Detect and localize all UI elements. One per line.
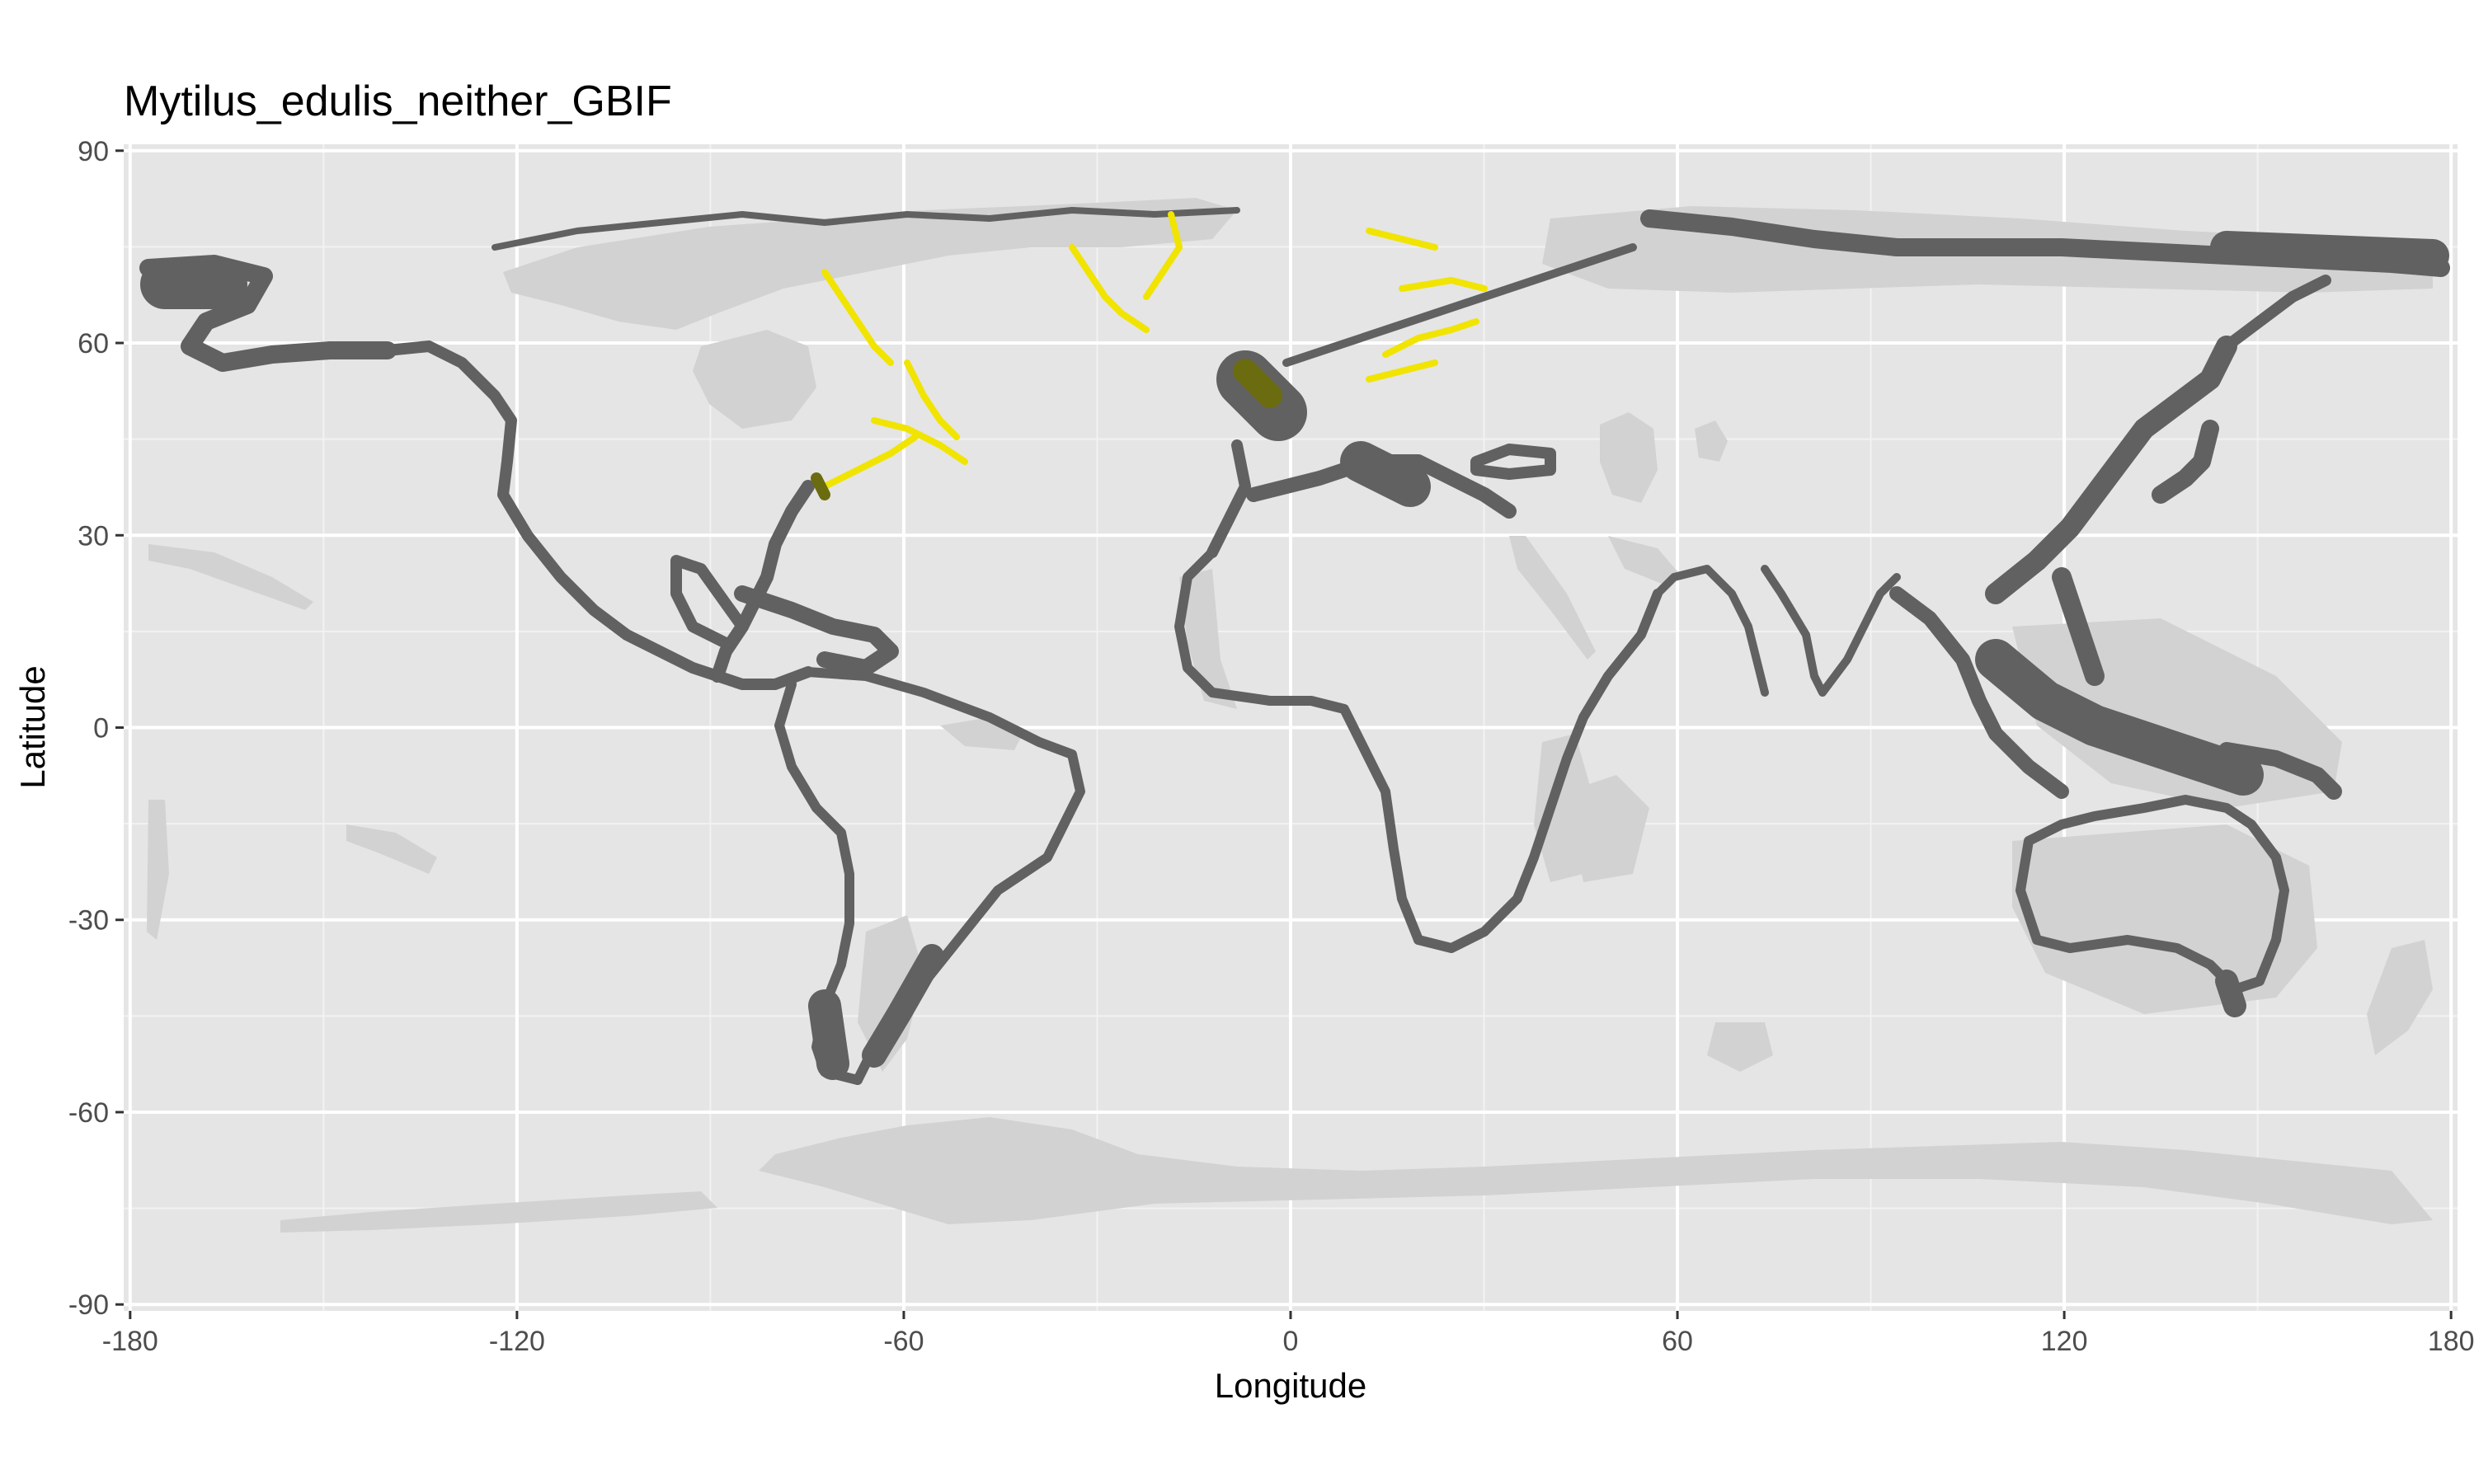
antarctic-range	[759, 1117, 2433, 1224]
gbif-barents	[1399, 277, 1488, 292]
argentina-shelf	[862, 944, 944, 1068]
x-tick-label: 120	[2041, 1326, 2088, 1357]
x-tick-label: 0	[1283, 1326, 1299, 1357]
y-axis-title: Latitude	[13, 665, 52, 788]
kamchatka	[2221, 275, 2331, 352]
pacific-range-2	[346, 824, 437, 874]
x-tick-label: 60	[1662, 1326, 1693, 1357]
gbif-newfoundland	[871, 417, 968, 465]
tasmania	[2215, 970, 2246, 1017]
overlap-cells	[811, 359, 1282, 500]
y-axis-ticks: 90 60 30 0 -30 -60 -90	[68, 136, 124, 1321]
indonesia-block	[1975, 639, 2264, 796]
black-sea	[1470, 444, 1556, 480]
africa-south-east	[1413, 589, 1663, 953]
gbif-greenland-east	[1143, 211, 1183, 300]
south-atlantic-range	[1707, 1022, 1773, 1072]
gulf-coast	[670, 555, 748, 649]
y-tick-label: 60	[78, 328, 109, 359]
gbif-greenland	[1069, 244, 1150, 333]
baltic-scandinavia	[1282, 243, 1637, 367]
new-guinea	[2218, 742, 2342, 800]
gbif-canada-arctic	[821, 269, 894, 366]
gbif-norway	[1366, 359, 1438, 383]
gbif-occurrence-cells	[821, 211, 1488, 490]
japan	[2152, 420, 2219, 504]
y-tick-label: -60	[68, 1097, 109, 1129]
x-tick-label: -180	[102, 1326, 158, 1357]
map-layer	[139, 198, 2450, 1233]
mediterranean	[1246, 454, 1517, 519]
east-siberia-block	[2210, 231, 2449, 272]
gbif-us-ne	[821, 434, 919, 490]
aral-range	[1695, 420, 1728, 462]
south-pacific-range	[147, 800, 169, 940]
grid-major	[124, 144, 2458, 1311]
hudson-bay-range	[693, 330, 816, 429]
gbif-scandinavia	[1382, 318, 1479, 358]
patagonia-block	[808, 989, 849, 1080]
med-block	[1340, 441, 1431, 507]
india-coast	[1761, 565, 1901, 697]
se-asia-coast	[1889, 586, 2069, 799]
arabia-coast	[1653, 565, 1769, 697]
red-sea-range	[1509, 536, 1596, 660]
y-tick-label: -30	[68, 905, 109, 937]
caspian-range	[1600, 412, 1658, 503]
gbif-svalbard	[1366, 228, 1438, 251]
overlap-north-sea	[1233, 359, 1282, 408]
x-tick-label: -120	[489, 1326, 545, 1357]
china-coast	[1985, 336, 2237, 604]
y-tick-label: -90	[68, 1289, 109, 1321]
australia-range	[2012, 824, 2317, 1014]
gbif-labrador	[904, 359, 960, 440]
x-tick-label: -60	[883, 1326, 924, 1357]
persian-gulf-range	[1608, 536, 1682, 585]
west-africa-range	[1179, 569, 1237, 709]
arctic-islands	[492, 207, 1240, 251]
y-tick-label: 30	[78, 520, 109, 552]
madagascar-range	[1567, 775, 1649, 882]
chart-title: Mytilus_edulis_neither_GBIF	[124, 77, 672, 125]
new-zealand-range	[2367, 940, 2433, 1055]
overlap-us-ne	[811, 472, 830, 500]
antarctic-range-west	[280, 1191, 717, 1233]
europe-atlantic	[1206, 439, 1251, 558]
na-west-coast	[382, 340, 723, 682]
x-axis-ticks: -180 -120 -60 0 60 120 180	[102, 1311, 2474, 1357]
x-tick-label: 180	[2428, 1326, 2474, 1357]
coastal-presence-cells	[139, 207, 2450, 1085]
caribbean	[734, 585, 899, 676]
australia-coast	[2015, 795, 2289, 994]
arctic-canada-range	[503, 198, 1237, 330]
y-tick-label: 90	[78, 136, 109, 167]
x-axis-title: Longitude	[1215, 1366, 1367, 1405]
pacific-range-1	[148, 544, 313, 610]
y-tick-label: 0	[93, 713, 109, 744]
central-america	[712, 666, 814, 690]
africa-west-coast	[1174, 547, 1423, 945]
philippines	[2052, 567, 2105, 686]
